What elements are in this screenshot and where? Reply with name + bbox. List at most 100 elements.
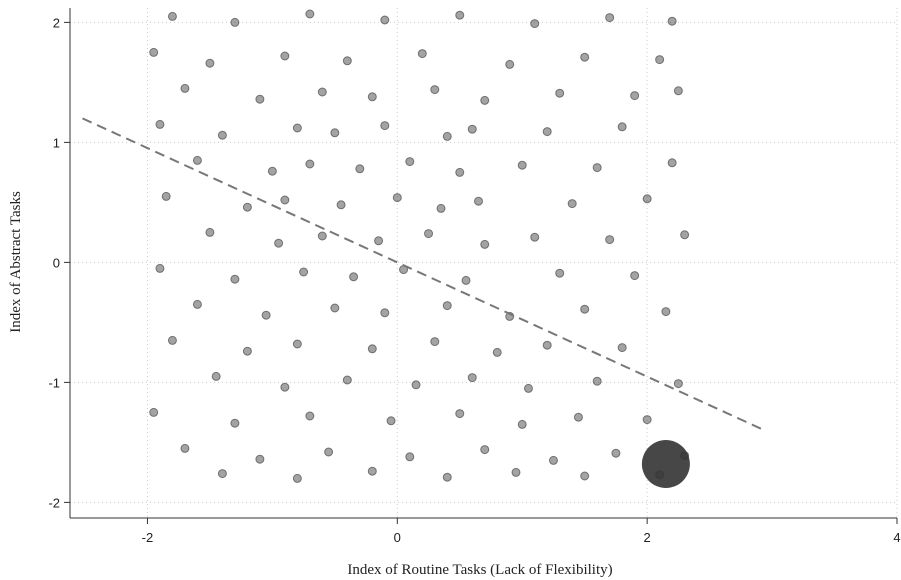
- point: [523, 383, 533, 393]
- point: [630, 271, 640, 281]
- point: [405, 452, 415, 462]
- point: [592, 376, 602, 386]
- point: [667, 16, 677, 26]
- point: [555, 88, 565, 98]
- point: [242, 346, 252, 356]
- point: [167, 11, 177, 21]
- point: [205, 58, 215, 68]
- point: [548, 455, 558, 465]
- point: [167, 335, 177, 345]
- point: [149, 47, 159, 57]
- point: [455, 167, 465, 177]
- point: [417, 49, 427, 59]
- point: [442, 301, 452, 311]
- point: [149, 407, 159, 417]
- point: [380, 121, 390, 131]
- point: [573, 412, 583, 422]
- point: [230, 17, 240, 27]
- point: [230, 274, 240, 284]
- point: [492, 347, 502, 357]
- point: [642, 194, 652, 204]
- point: [274, 238, 284, 248]
- point: [242, 202, 252, 212]
- point: [505, 59, 515, 69]
- point: [255, 454, 265, 464]
- point: [349, 272, 359, 282]
- point: [299, 267, 309, 277]
- point: [530, 19, 540, 29]
- y-tick-label: 2: [53, 15, 60, 30]
- point: [386, 416, 396, 426]
- point: [517, 160, 527, 170]
- point: [517, 419, 527, 429]
- point: [374, 236, 384, 246]
- point: [292, 473, 302, 483]
- point: [580, 304, 590, 314]
- point: [155, 263, 165, 273]
- point: [305, 159, 315, 169]
- point: [317, 231, 327, 241]
- point: [330, 303, 340, 313]
- point: [436, 203, 446, 213]
- point: [455, 10, 465, 20]
- point: [474, 196, 484, 206]
- point: [280, 382, 290, 392]
- point: [461, 275, 471, 285]
- point: [280, 51, 290, 61]
- x-tick-label: 0: [394, 530, 401, 545]
- point: [317, 87, 327, 97]
- point: [542, 340, 552, 350]
- point: [617, 122, 627, 132]
- point: [342, 375, 352, 385]
- point: [680, 230, 690, 240]
- point: [480, 445, 490, 455]
- point: [567, 199, 577, 209]
- point: [380, 308, 390, 318]
- point: [673, 379, 683, 389]
- point: [367, 466, 377, 476]
- point: [580, 52, 590, 62]
- point: [480, 239, 490, 249]
- point: [367, 92, 377, 102]
- y-axis-label: Index of Abstract Tasks: [8, 191, 24, 333]
- point: [230, 418, 240, 428]
- point: [617, 343, 627, 353]
- point: [292, 123, 302, 133]
- x-tick-label: 4: [893, 530, 900, 545]
- point: [211, 371, 221, 381]
- x-tick-label: -2: [142, 530, 154, 545]
- point: [180, 83, 190, 93]
- x-tick-label: 2: [644, 530, 651, 545]
- point: [430, 85, 440, 95]
- point: [292, 339, 302, 349]
- point: [305, 411, 315, 421]
- point: [155, 119, 165, 129]
- point: [455, 409, 465, 419]
- point: [661, 307, 671, 317]
- point: [205, 227, 215, 237]
- y-tick-label: -1: [48, 375, 60, 390]
- point: [630, 91, 640, 101]
- point: [217, 469, 227, 479]
- point: [405, 157, 415, 167]
- point: [161, 191, 171, 201]
- point: [330, 128, 340, 138]
- point: [267, 166, 277, 176]
- point: [261, 310, 271, 320]
- point: [605, 13, 615, 23]
- fit-line: [82, 117, 763, 431]
- y-tick-label: 0: [53, 255, 60, 270]
- point: [611, 448, 621, 458]
- point: [673, 86, 683, 96]
- point: [580, 471, 590, 481]
- point: [355, 164, 365, 174]
- point: [442, 472, 452, 482]
- highlight-point: [641, 440, 690, 488]
- point: [467, 124, 477, 134]
- point: [642, 415, 652, 425]
- point: [411, 380, 421, 390]
- point: [424, 229, 434, 239]
- point: [305, 9, 315, 19]
